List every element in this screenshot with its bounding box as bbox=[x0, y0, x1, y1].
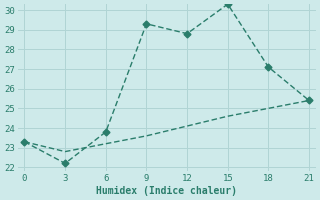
X-axis label: Humidex (Indice chaleur): Humidex (Indice chaleur) bbox=[96, 186, 237, 196]
